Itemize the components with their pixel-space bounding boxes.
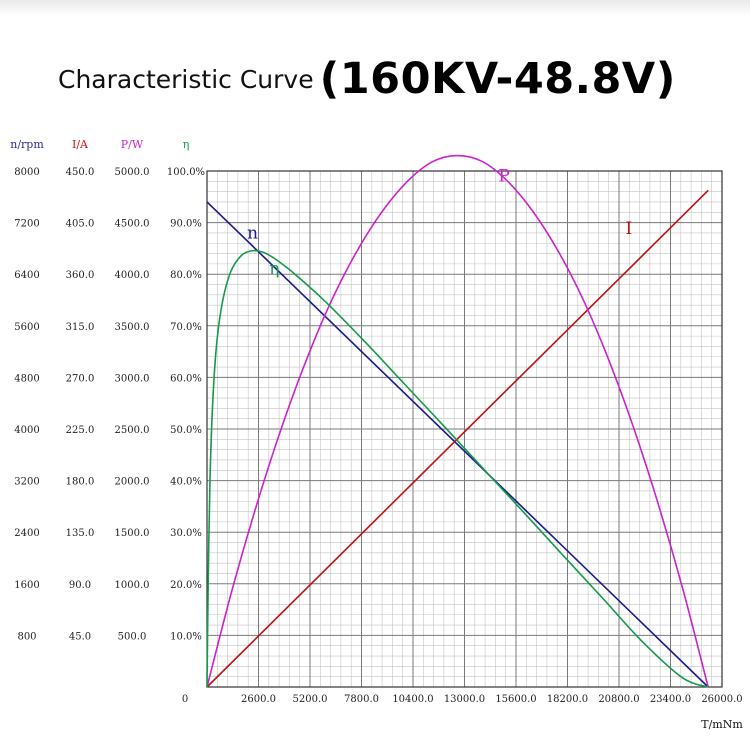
x-tick-label: 5200.0: [293, 694, 328, 705]
axis-tick-power: 1500.0: [115, 528, 150, 539]
axis-tick-speed: 8000: [14, 167, 39, 178]
axis-tick-power: 5000.0: [115, 167, 150, 178]
axis-tick-current: 180.0: [66, 477, 95, 488]
x-tick-label: 18200.0: [547, 694, 588, 705]
top-band: [0, 0, 750, 16]
axis-tick-efficiency: 10.0%: [170, 631, 202, 642]
series-i: [206, 189, 709, 688]
x-tick-label: 10400.0: [392, 694, 433, 705]
axis-tick-efficiency: 30.0%: [170, 528, 202, 539]
x-tick-label: 26000.0: [701, 694, 742, 705]
x-tick-label: 13000.0: [444, 694, 485, 705]
axis-tick-power: 4000.0: [115, 270, 150, 281]
series-eta: [206, 249, 709, 688]
chart-title: Characteristic Curve (160KV-48.8V): [58, 44, 676, 114]
axis-tick-efficiency: 60.0%: [170, 373, 202, 384]
chart-title-text: Characteristic Curve: [58, 64, 314, 94]
axis-tick-efficiency: 100.0%: [167, 167, 205, 178]
axis-tick-current: 225.0: [66, 425, 95, 436]
axis-tick-current: 270.0: [66, 373, 95, 384]
axis-tick-efficiency: 20.0%: [170, 580, 202, 591]
curve-label-eta: η: [269, 259, 279, 279]
axis-tick-speed: 800: [17, 631, 36, 642]
axis-header-speed: n/rpm: [10, 138, 44, 151]
chart-title-spec: (160KV-48.8V): [319, 54, 676, 104]
x-tick-label: 2600.0: [241, 694, 276, 705]
axis-tick-power: 4500.0: [115, 219, 150, 230]
axis-header-efficiency: η: [183, 138, 190, 151]
axis-tick-current: 450.0: [66, 167, 95, 178]
axis-header-current: I/A: [72, 138, 89, 151]
series-p: [206, 154, 709, 688]
axis-tick-power: 2500.0: [115, 425, 150, 436]
axis-labels: n/rpm80007200640056004800400032002400160…: [10, 138, 743, 731]
major-grid: [206, 170, 723, 688]
curve-label-p: P: [498, 166, 509, 186]
plot-frame: [206, 170, 723, 688]
x-axis-label: T/mNm: [701, 718, 743, 731]
axis-tick-speed: 1600: [14, 580, 39, 591]
axis-tick-efficiency: 80.0%: [170, 270, 202, 281]
axis-tick-speed: 7200: [14, 219, 39, 230]
series-layer: [206, 154, 709, 688]
curve-annotations: nη P I: [247, 166, 632, 279]
axis-tick-speed: 5600: [14, 322, 39, 333]
axis-tick-current: 405.0: [66, 219, 95, 230]
axis-tick-power: 1000.0: [115, 580, 150, 591]
series-n: [206, 201, 709, 688]
axis-tick-power: 3500.0: [115, 322, 150, 333]
axis-tick-efficiency: 90.0%: [170, 219, 202, 230]
axis-tick-current: 135.0: [66, 528, 95, 539]
axis-tick-power: 500.0: [118, 631, 147, 642]
x-tick-label: 15600.0: [495, 694, 536, 705]
x-tick-label: 23400.0: [650, 694, 691, 705]
x-tick-label: 0: [182, 694, 188, 705]
axis-tick-speed: 4000: [14, 425, 39, 436]
axis-tick-current: 90.0: [69, 580, 91, 591]
x-tick-label: 7800.0: [344, 694, 379, 705]
axis-tick-speed: 6400: [14, 270, 39, 281]
axis-tick-efficiency: 50.0%: [170, 425, 202, 436]
axis-header-power: P/W: [121, 138, 144, 151]
axis-tick-current: 315.0: [66, 322, 95, 333]
axis-tick-current: 360.0: [66, 270, 95, 281]
axis-tick-speed: 3200: [14, 477, 39, 488]
axis-tick-efficiency: 40.0%: [170, 477, 202, 488]
axis-tick-current: 45.0: [69, 631, 91, 642]
curve-label-i: I: [626, 219, 633, 239]
axis-tick-speed: 4800: [14, 373, 39, 384]
axis-tick-speed: 2400: [14, 528, 39, 539]
axis-tick-power: 3000.0: [115, 373, 150, 384]
axis-tick-power: 2000.0: [115, 477, 150, 488]
curve-label-n: n: [247, 224, 258, 244]
axis-tick-efficiency: 70.0%: [170, 322, 202, 333]
x-tick-label: 20800.0: [598, 694, 639, 705]
